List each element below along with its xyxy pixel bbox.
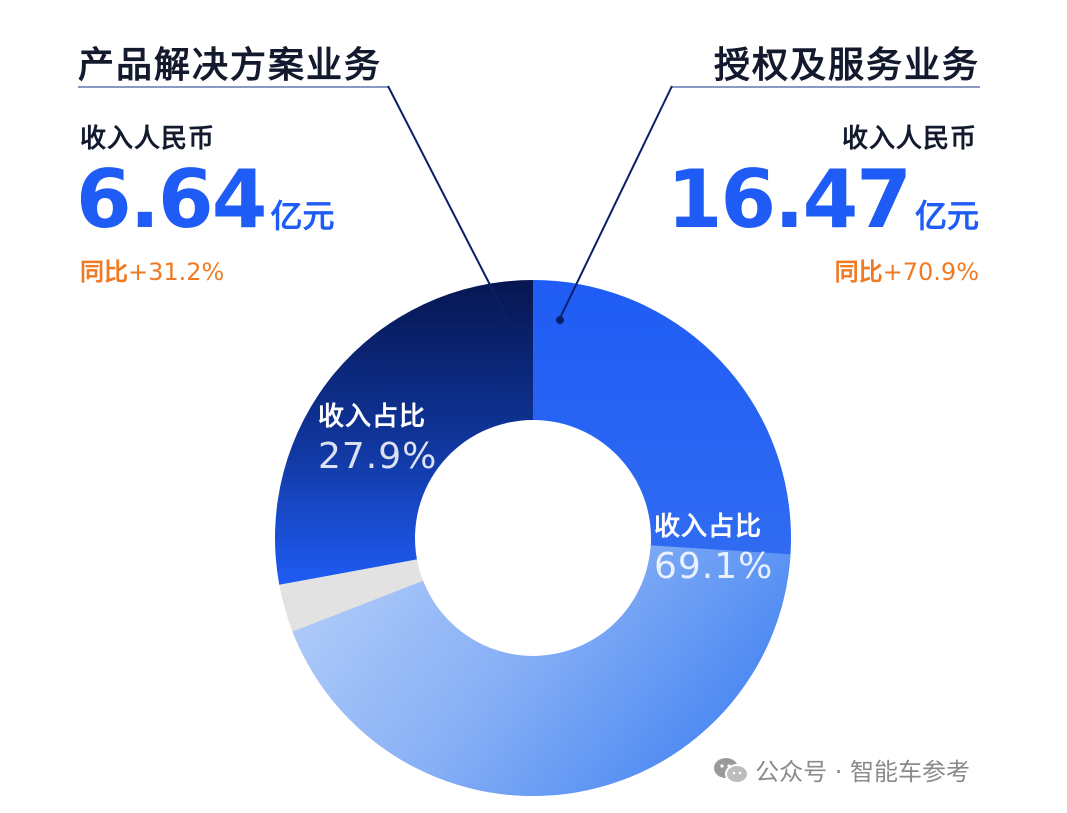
right-title-underline xyxy=(672,86,980,88)
watermark-text: 公众号 · 智能车参考 xyxy=(755,758,970,786)
right-yoy-label: 同比 xyxy=(834,258,883,286)
wechat-icon xyxy=(714,757,749,784)
slice-label-license: 收入占比 xyxy=(654,512,763,542)
left-leader-dot xyxy=(503,316,511,324)
left-unit: 亿元 xyxy=(270,197,335,235)
slice-pct-product: 27.9% xyxy=(318,436,438,477)
right-subtitle: 收入人民币 xyxy=(841,124,977,154)
right-value-row: 16.47 亿元 xyxy=(667,160,979,240)
watermark: 公众号 · 智能车参考 xyxy=(712,752,970,787)
right-leader-dot xyxy=(556,316,564,324)
donut-slice-license-highlight xyxy=(287,545,791,796)
left-title-underline xyxy=(78,86,388,88)
slice-pct-license: 69.1% xyxy=(654,546,774,587)
right-value: 16.47 xyxy=(666,153,912,246)
left-value: 6.64 xyxy=(76,153,267,246)
right-yoy: 同比+70.9% xyxy=(835,252,979,287)
left-leader-line xyxy=(387,85,508,319)
right-leader-line xyxy=(559,85,673,319)
slice-label-product: 收入占比 xyxy=(318,402,427,432)
left-yoy: 同比+31.2% xyxy=(80,252,224,287)
right-yoy-value: +70.9% xyxy=(882,258,979,286)
right-unit: 亿元 xyxy=(914,197,979,235)
donut-slice-other xyxy=(279,559,424,632)
right-title: 授权及服务业务 xyxy=(713,45,980,86)
donut-slice-product xyxy=(275,280,533,585)
donut-slices xyxy=(275,280,792,797)
left-value-row: 6.64 亿元 xyxy=(76,160,335,240)
left-title: 产品解决方案业务 xyxy=(78,45,383,86)
left-subtitle: 收入人民币 xyxy=(80,124,216,154)
left-yoy-label: 同比 xyxy=(80,258,128,286)
left-yoy-value: +31.2% xyxy=(128,258,225,286)
